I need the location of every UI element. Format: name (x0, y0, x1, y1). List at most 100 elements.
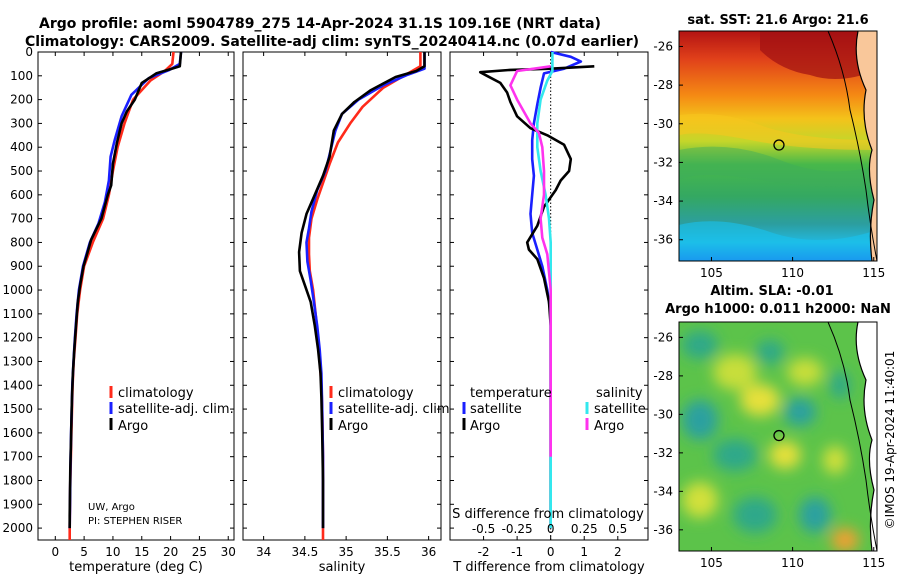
figure-title-line1: Argo profile: aoml 5904789_275 14-Apr-20… (39, 16, 601, 32)
legend-s-argo-label: Argo (594, 419, 624, 434)
depth-tick-label: 1500 (2, 402, 33, 416)
s-difference-tick-label: -0.5 (472, 522, 495, 536)
x-tick-label: 35.5 (374, 545, 401, 559)
salinity-x-axis: 34 34.5 35 35.5 36 (243, 51, 441, 559)
depth-tick-label: 1600 (2, 426, 33, 440)
depth-tick-label: 1000 (2, 283, 33, 297)
depth-tick-label: 1900 (2, 497, 33, 511)
lat-tick-label: -28 (653, 78, 673, 92)
depth-tick-label: 700 (10, 212, 33, 226)
x-tick-label: 34 (256, 545, 271, 559)
salinity-panel: 34 34.5 35 35.5 36 salinity climatology sate… (242, 51, 454, 575)
s-difference-tick-label: 0.5 (608, 522, 627, 536)
x-tick-label: 30 (221, 545, 236, 559)
x-tick-label: 10 (105, 545, 120, 559)
depth-tick-label: 800 (10, 235, 33, 249)
s-difference-tick-label: 0 (547, 522, 555, 536)
depth-tick-label: 1100 (2, 307, 33, 321)
salinity-difference-scale: -0.5 -0.25 0 0.25 0.5 (472, 522, 627, 536)
argo-location-marker (773, 139, 785, 151)
sst-map-frame (678, 30, 878, 262)
salinity-series (297, 52, 426, 540)
temperature-legend: climatology satellite-adj. clim. Argo (109, 386, 234, 434)
x-tick-label: -1 (511, 545, 523, 559)
lon-tick-label: 115 (862, 556, 885, 570)
difference-legend: temperature salinity satellite Argo sate… (462, 386, 646, 434)
sla-eddies (682, 331, 859, 551)
sla-coastline (855, 322, 875, 551)
legend-salinity-title: salinity (596, 386, 643, 401)
x-tick-label: 15 (134, 545, 149, 559)
sla-latitude-axis: -26 -28 -30 -32 -34 -36 (653, 330, 683, 537)
x-tick-label: 36 (421, 545, 436, 559)
argo-location-marker (773, 429, 785, 442)
legend-t-argo-label: Argo (470, 419, 500, 434)
legend-s-satellite-label: satellite (594, 402, 646, 417)
legend-argo-label: Argo (118, 419, 148, 434)
lat-tick-label: -26 (653, 39, 673, 53)
depth-tick-label: 400 (10, 140, 33, 154)
sst-longitude-axis: 105 110 115 (700, 257, 885, 280)
s-difference-tick-label: -0.25 (502, 522, 533, 536)
depth-tick-label: 200 (10, 93, 33, 107)
sst-map-title: sat. SST: 21.6 Argo: 21.6 (687, 13, 868, 28)
series-line-t-argo (478, 65, 595, 529)
depth-tick-label: 2000 (2, 521, 33, 535)
lat-tick-label: -26 (653, 330, 673, 344)
note-pi: PI: STEPHEN RISER (88, 516, 182, 527)
figure-title-line2: Climatology: CARS2009. Satellite-adj cli… (25, 34, 639, 50)
temperature-axes-frame (37, 51, 235, 541)
sla-map-frame (678, 321, 878, 552)
legend-climatology-label: climatology (338, 386, 414, 401)
depth-tick-label: 300 (10, 116, 33, 130)
temperature-series (68, 51, 183, 540)
lon-tick-label: 110 (781, 556, 804, 570)
x-tick-label: 25 (192, 545, 207, 559)
x-tick-label: 0 (547, 545, 555, 559)
sst-warm-band (679, 113, 877, 150)
lon-tick-label: 115 (862, 266, 885, 280)
x-tick-label: 2 (614, 545, 622, 559)
sla-longitude-axis: 105 110 115 (700, 547, 885, 570)
depth-tick-label: 100 (10, 69, 33, 83)
x-tick-label: 0 (51, 545, 59, 559)
salinity-xlabel: salinity (319, 560, 366, 575)
lat-tick-label: -30 (653, 117, 673, 131)
series-line-s-argo (509, 65, 553, 457)
lat-tick-label: -28 (653, 369, 673, 383)
depth-tick-label: 1400 (2, 378, 33, 392)
t-difference-xlabel: T difference from climatology (452, 560, 645, 575)
depth-tick-label: 1800 (2, 473, 33, 487)
lon-tick-label: 105 (700, 266, 723, 280)
x-tick-label: 5 (80, 545, 88, 559)
sst-hot-region (760, 31, 877, 79)
sst-cold-band (679, 221, 877, 261)
legend-t-satellite-label: satellite (470, 402, 522, 417)
sla-land (856, 322, 877, 551)
series-line-argo (297, 52, 426, 529)
imos-credit: ©IMOS 19-Apr-2024 11:40:01 (883, 351, 897, 530)
sst-latitude-axis: -26 -28 -30 -32 -34 -36 (653, 39, 683, 247)
sst-cool-band (679, 146, 877, 187)
series-line-argo (68, 51, 183, 529)
lat-tick-label: -32 (653, 446, 673, 460)
lat-tick-label: -34 (653, 484, 673, 498)
temperature-x-axis: 0 5 10 15 20 25 30 (38, 51, 236, 559)
legend-argo-label: Argo (338, 419, 368, 434)
x-tick-label: 35 (338, 545, 353, 559)
lat-tick-label: -30 (653, 407, 673, 421)
legend-satellite-label: satellite-adj. clim. (338, 402, 454, 417)
depth-tick-label: 1300 (2, 354, 33, 368)
x-tick-label: 34.5 (292, 545, 319, 559)
legend-climatology-label: climatology (118, 386, 194, 401)
x-tick-label: 20 (163, 545, 178, 559)
lat-tick-label: -32 (653, 155, 673, 169)
x-tick-label: -2 (478, 545, 490, 559)
lat-tick-label: -34 (653, 194, 673, 208)
temperature-panel: 0100200300400500600700800900100011001200… (2, 45, 235, 575)
depth-tick-label: 1200 (2, 331, 33, 345)
salinity-legend: climatology satellite-adj. clim. Argo (329, 386, 454, 434)
temperature-xlabel: temperature (deg C) (69, 560, 203, 575)
lat-tick-label: -36 (653, 233, 673, 247)
